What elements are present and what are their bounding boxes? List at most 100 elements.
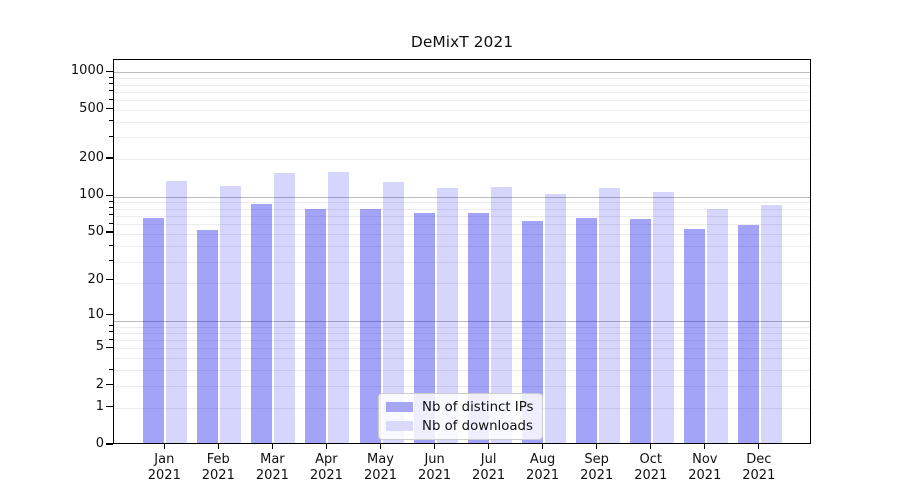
bar-nb-of-distinct-ips-apr — [305, 208, 327, 443]
bar-nb-of-distinct-ips-feb — [197, 229, 219, 443]
gridline-major — [114, 320, 810, 322]
bar-nb-of-downloads-jan — [166, 180, 188, 443]
x-axis-tick — [325, 444, 328, 449]
x-tick-label-month: Apr — [315, 452, 338, 467]
bar-nb-of-downloads-jul — [490, 186, 512, 443]
gridline-minor — [114, 78, 810, 80]
bar-nb-of-distinct-ips-oct — [629, 218, 651, 443]
bar-nb-of-distinct-ips-dec — [737, 224, 759, 443]
bar-nb-of-downloads-mar — [274, 173, 296, 443]
x-tick-label: Nov 2021 — [673, 452, 737, 483]
y-axis-minor-tick — [109, 338, 113, 340]
x-tick-label-year: 2021 — [472, 467, 506, 483]
bar-nb-of-downloads-dec — [760, 204, 782, 443]
y-axis-minor-tick — [109, 325, 113, 326]
y-axis-minor-tick — [109, 368, 113, 370]
x-axis-tick — [488, 444, 490, 449]
gridline-minor — [114, 84, 810, 86]
x-axis-tick — [650, 444, 652, 449]
bar-nb-of-downloads-sep — [598, 187, 620, 443]
legend-row-nb-of-downloads: Nb of downloads — [386, 418, 533, 434]
gridline-minor — [114, 261, 810, 263]
y-axis-minor-tick — [109, 244, 113, 246]
x-tick-label-year: 2021 — [363, 467, 398, 483]
x-axis-tick — [217, 444, 220, 449]
gridline-minor — [114, 224, 810, 226]
x-tick-label: Feb 2021 — [186, 452, 250, 483]
y-tick-label: 1 — [95, 398, 104, 414]
y-tick-label: 50 — [87, 223, 104, 239]
legend-label-nb-of-downloads: Nb of downloads — [422, 418, 533, 434]
bar-nb-of-downloads-aug — [544, 193, 566, 443]
y-tick-label: 2 — [95, 376, 104, 392]
bar-nb-of-downloads-jun — [436, 187, 458, 443]
x-tick-label: May 2021 — [349, 452, 413, 483]
gridline-minor — [114, 109, 810, 111]
y-tick-label: 200 — [79, 150, 104, 165]
plot-area — [113, 59, 811, 444]
gridline-minor — [114, 91, 810, 93]
x-tick-label-year: 2021 — [418, 467, 452, 483]
y-tick-label: 100 — [79, 187, 104, 203]
gridline-minor — [114, 159, 810, 161]
bar-nb-of-distinct-ips-may — [359, 209, 381, 443]
x-tick-label-month: Nov — [692, 452, 718, 467]
y-axis-tick — [106, 108, 113, 110]
bar-nb-of-distinct-ips-jul — [467, 213, 489, 443]
legend-swatch-nb-of-distinct-ips — [386, 402, 413, 412]
x-tick-label-year: 2021 — [309, 467, 343, 483]
bar-nb-of-distinct-ips-sep — [575, 217, 597, 443]
x-tick-label-year: 2021 — [742, 467, 776, 483]
x-tick-label-month: Mar — [260, 452, 285, 467]
x-tick-label-month: May — [367, 452, 394, 467]
gridline-major — [114, 72, 810, 74]
y-axis-minor-tick — [109, 260, 113, 262]
legend-label-nb-of-distinct-ips: Nb of distinct IPs — [422, 399, 534, 415]
x-tick-label-month: Jan — [154, 452, 175, 467]
y-tick-label: 0 — [95, 436, 104, 451]
x-tick-label-year: 2021 — [526, 467, 560, 483]
x-tick-label-month: Aug — [529, 452, 556, 467]
bar-nb-of-downloads-may — [382, 181, 404, 443]
y-axis-minor-tick — [109, 98, 113, 100]
gridline-minor — [114, 202, 810, 204]
y-tick-label: 500 — [79, 100, 104, 116]
gridline-minor — [114, 340, 810, 341]
x-tick-label-month: Jun — [424, 452, 445, 467]
y-axis-minor-tick — [109, 120, 113, 122]
gridline-minor — [114, 234, 810, 235]
gridline-minor — [114, 385, 810, 387]
y-tick-label: 1000 — [70, 63, 104, 79]
bar-nb-of-distinct-ips-aug — [521, 221, 543, 443]
legend-swatch-nb-of-downloads — [386, 421, 413, 431]
gridline-minor — [114, 326, 810, 328]
x-tick-label: Jun 2021 — [403, 452, 467, 483]
gridline-minor — [114, 283, 810, 285]
x-tick-label: Dec 2021 — [727, 452, 791, 483]
y-axis-minor-tick — [109, 90, 113, 92]
x-tick-label-year: 2021 — [147, 467, 181, 483]
y-axis-tick — [106, 157, 113, 159]
x-axis-tick — [271, 444, 274, 449]
bar-nb-of-downloads-apr — [328, 171, 350, 443]
x-tick-label-year: 2021 — [688, 467, 722, 483]
y-axis-tick — [106, 279, 113, 281]
bar-nb-of-downloads-feb — [220, 186, 242, 443]
x-tick-label-month: Jul — [480, 452, 497, 467]
x-axis-tick — [596, 444, 598, 449]
gridline-minor — [114, 100, 810, 101]
y-axis-tick — [106, 406, 113, 408]
x-axis-tick — [704, 444, 706, 449]
gridline-major — [114, 196, 810, 198]
x-tick-label-month: Dec — [746, 452, 772, 467]
x-axis-tick — [433, 444, 436, 449]
x-axis-tick — [758, 444, 760, 449]
y-axis-minor-tick — [109, 207, 113, 209]
y-axis-tick — [106, 443, 113, 445]
gridline-minor — [114, 348, 810, 350]
bar-nb-of-downloads-nov — [706, 208, 728, 443]
y-axis-minor-tick — [109, 384, 113, 386]
legend: Nb of distinct IPs Nb of downloads — [378, 393, 544, 440]
x-tick-label: Oct 2021 — [619, 452, 683, 483]
